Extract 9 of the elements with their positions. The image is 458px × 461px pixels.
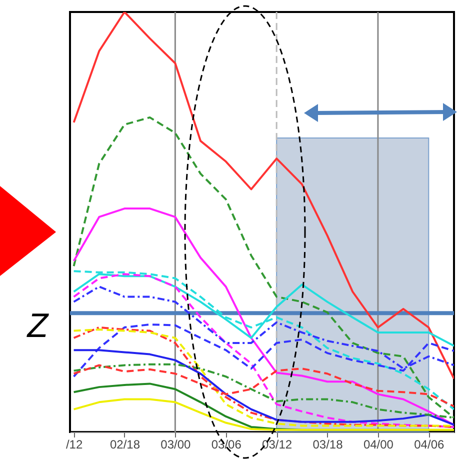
ref-line-label: Z [26,307,50,346]
x-tick-label: 03/00 [160,438,192,452]
x-tick-label: 04/06 [414,438,444,452]
x-tick-label: 03/12 [262,438,292,452]
x-tick-label: 04/00 [363,438,394,452]
x-tick-label: 02/18 [110,438,140,452]
x-tick-label: 03/18 [312,438,344,452]
x-tick-label: /12 [66,438,83,452]
x-tick-label: 03/06 [211,438,242,452]
